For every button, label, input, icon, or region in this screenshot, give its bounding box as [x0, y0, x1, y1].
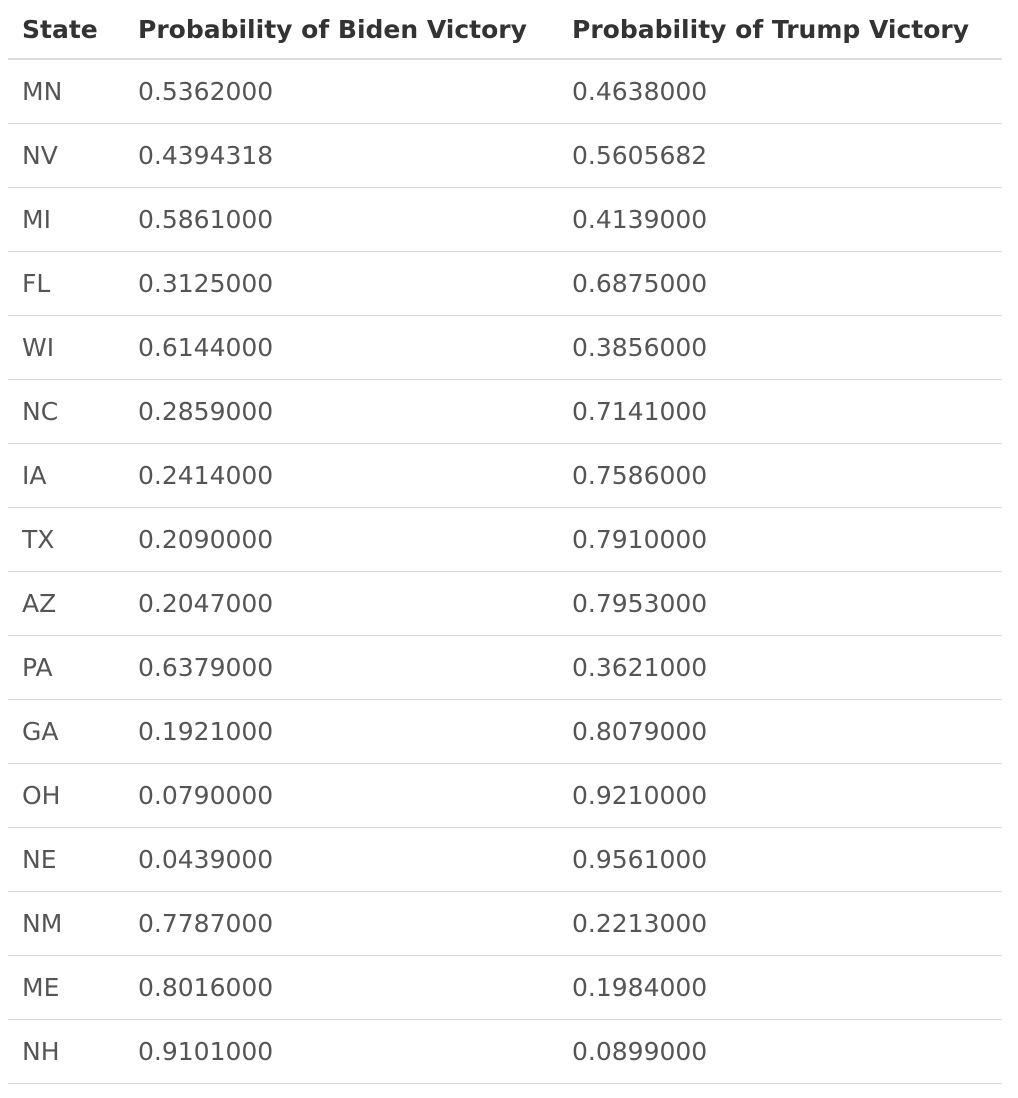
- cell-biden-probability: 0.6379000: [124, 635, 558, 700]
- cell-biden-probability: 0.5362000: [124, 59, 558, 124]
- table-body: MN 0.5362000 0.4638000 NV 0.4394318 0.56…: [8, 59, 1002, 1084]
- cell-trump-probability: 0.2213000: [558, 891, 1002, 956]
- cell-biden-probability: 0.2090000: [124, 507, 558, 572]
- table-row: TX 0.2090000 0.7910000: [8, 507, 1002, 572]
- header-biden-probability: Probability of Biden Victory: [124, 0, 558, 60]
- probability-table-container: State Probability of Biden Victory Proba…: [8, 0, 1002, 1084]
- cell-state: NV: [8, 123, 124, 188]
- table-row: ME 0.8016000 0.1984000: [8, 955, 1002, 1020]
- cell-biden-probability: 0.6144000: [124, 315, 558, 380]
- header-state: State: [8, 0, 124, 60]
- cell-state: FL: [8, 251, 124, 316]
- cell-state: MI: [8, 187, 124, 252]
- cell-biden-probability: 0.1921000: [124, 699, 558, 764]
- cell-trump-probability: 0.7141000: [558, 379, 1002, 444]
- cell-state: PA: [8, 635, 124, 700]
- table-row: NM 0.7787000 0.2213000: [8, 891, 1002, 956]
- cell-trump-probability: 0.0899000: [558, 1019, 1002, 1084]
- cell-biden-probability: 0.4394318: [124, 123, 558, 188]
- table-row: NH 0.9101000 0.0899000: [8, 1019, 1002, 1084]
- cell-biden-probability: 0.8016000: [124, 955, 558, 1020]
- cell-trump-probability: 0.8079000: [558, 699, 1002, 764]
- cell-biden-probability: 0.0439000: [124, 827, 558, 892]
- cell-state: MN: [8, 59, 124, 124]
- cell-state: NE: [8, 827, 124, 892]
- cell-biden-probability: 0.9101000: [124, 1019, 558, 1084]
- cell-state: WI: [8, 315, 124, 380]
- cell-biden-probability: 0.2047000: [124, 571, 558, 636]
- cell-trump-probability: 0.7586000: [558, 443, 1002, 508]
- cell-state: OH: [8, 763, 124, 828]
- table-row: WI 0.6144000 0.3856000: [8, 315, 1002, 380]
- table-row: OH 0.0790000 0.9210000: [8, 763, 1002, 828]
- table-row: MN 0.5362000 0.4638000: [8, 59, 1002, 124]
- header-trump-probability: Probability of Trump Victory: [558, 0, 1002, 60]
- cell-biden-probability: 0.3125000: [124, 251, 558, 316]
- cell-state: TX: [8, 507, 124, 572]
- cell-state: NH: [8, 1019, 124, 1084]
- cell-state: IA: [8, 443, 124, 508]
- cell-trump-probability: 0.9561000: [558, 827, 1002, 892]
- header-row: State Probability of Biden Victory Proba…: [8, 0, 1002, 60]
- table-row: IA 0.2414000 0.7586000: [8, 443, 1002, 508]
- table-row: AZ 0.2047000 0.7953000: [8, 571, 1002, 636]
- cell-state: ME: [8, 955, 124, 1020]
- cell-trump-probability: 0.6875000: [558, 251, 1002, 316]
- cell-trump-probability: 0.4638000: [558, 59, 1002, 124]
- table-row: MI 0.5861000 0.4139000: [8, 187, 1002, 252]
- cell-trump-probability: 0.3621000: [558, 635, 1002, 700]
- table-row: GA 0.1921000 0.8079000: [8, 699, 1002, 764]
- cell-trump-probability: 0.9210000: [558, 763, 1002, 828]
- cell-biden-probability: 0.2859000: [124, 379, 558, 444]
- cell-state: NC: [8, 379, 124, 444]
- table-row: FL 0.3125000 0.6875000: [8, 251, 1002, 316]
- cell-trump-probability: 0.3856000: [558, 315, 1002, 380]
- table-row: NC 0.2859000 0.7141000: [8, 379, 1002, 444]
- cell-state: AZ: [8, 571, 124, 636]
- probability-table: State Probability of Biden Victory Proba…: [8, 0, 1002, 1084]
- table-row: PA 0.6379000 0.3621000: [8, 635, 1002, 700]
- table-row: NE 0.0439000 0.9561000: [8, 827, 1002, 892]
- cell-trump-probability: 0.7910000: [558, 507, 1002, 572]
- cell-trump-probability: 0.7953000: [558, 571, 1002, 636]
- cell-state: GA: [8, 699, 124, 764]
- cell-trump-probability: 0.5605682: [558, 123, 1002, 188]
- cell-biden-probability: 0.7787000: [124, 891, 558, 956]
- table-header: State Probability of Biden Victory Proba…: [8, 0, 1002, 60]
- cell-trump-probability: 0.4139000: [558, 187, 1002, 252]
- cell-trump-probability: 0.1984000: [558, 955, 1002, 1020]
- cell-state: NM: [8, 891, 124, 956]
- cell-biden-probability: 0.0790000: [124, 763, 558, 828]
- cell-biden-probability: 0.2414000: [124, 443, 558, 508]
- cell-biden-probability: 0.5861000: [124, 187, 558, 252]
- table-row: NV 0.4394318 0.5605682: [8, 123, 1002, 188]
